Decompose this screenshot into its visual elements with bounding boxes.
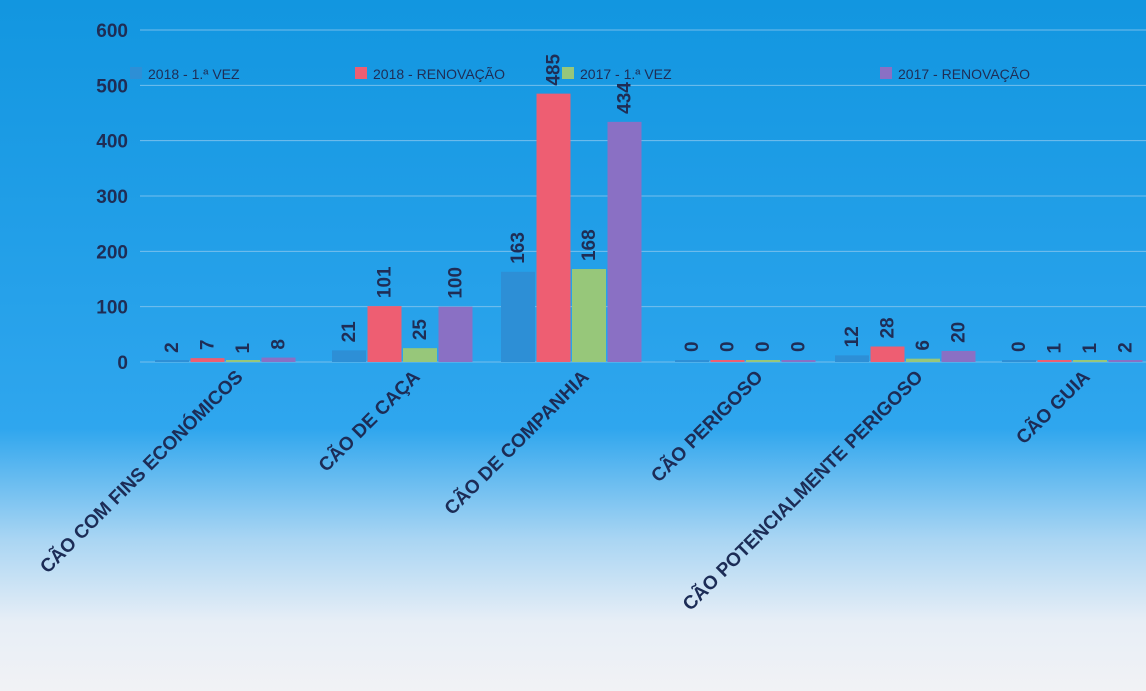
y-tick-label: 100 — [96, 298, 128, 319]
legend-label: 2017 - 1.ª VEZ — [580, 66, 672, 82]
bar — [906, 358, 940, 362]
data-label: 7 — [198, 340, 219, 351]
data-label: 1 — [1080, 342, 1101, 353]
data-label: 0 — [789, 341, 810, 352]
legend-label: 2018 - RENOVAÇÃO — [373, 66, 505, 82]
data-label: 1 — [1045, 342, 1066, 353]
data-label: 2 — [162, 342, 183, 353]
bars — [155, 93, 1143, 362]
legend-swatch — [562, 67, 574, 79]
data-label: 163 — [508, 232, 529, 264]
bar — [675, 360, 709, 362]
y-axis: 0 100 200 300 400 500 600 — [96, 21, 128, 374]
legend-swatch — [880, 67, 892, 79]
data-label: 0 — [682, 341, 703, 352]
legend: 2018 - 1.ª VEZ 2018 - RENOVAÇÃO 2017 - 1.ª… — [130, 66, 1030, 82]
data-label: 28 — [878, 317, 899, 338]
data-label: 25 — [410, 319, 431, 341]
y-tick-label: 300 — [96, 187, 128, 208]
bar — [226, 360, 260, 362]
data-label: 100 — [446, 267, 467, 299]
data-label: 6 — [913, 340, 934, 351]
bar — [941, 350, 976, 362]
data-label: 0 — [753, 341, 774, 352]
bar — [536, 93, 571, 362]
bar — [332, 350, 366, 362]
legend-swatch — [130, 67, 142, 79]
data-label: 434 — [615, 82, 636, 114]
data-label: 8 — [269, 339, 290, 350]
bar — [367, 306, 402, 362]
bar — [710, 360, 745, 362]
bar — [1037, 360, 1072, 362]
data-label: 0 — [718, 341, 739, 352]
y-tick-label: 200 — [96, 242, 128, 263]
y-tick-label: 400 — [96, 132, 128, 153]
data-label: 101 — [375, 266, 396, 298]
bar — [501, 271, 535, 362]
legend-swatch — [355, 67, 367, 79]
legend-label: 2017 - RENOVAÇÃO — [898, 66, 1030, 82]
bar — [746, 360, 780, 362]
y-tick-label: 600 — [96, 21, 128, 42]
y-tick-label: 500 — [96, 76, 128, 97]
bar — [572, 269, 606, 362]
data-label: 12 — [842, 326, 863, 347]
data-label: 1 — [233, 342, 254, 353]
data-label: 485 — [544, 53, 565, 85]
bar — [870, 346, 905, 362]
bar — [1108, 360, 1143, 362]
gridlines — [140, 29, 1146, 363]
legend-label: 2018 - 1.ª VEZ — [148, 66, 240, 82]
data-label: 0 — [1009, 341, 1030, 352]
data-label: 20 — [949, 322, 970, 343]
data-label: 168 — [579, 229, 600, 261]
bar — [190, 358, 225, 362]
bar — [155, 360, 189, 362]
bar — [835, 355, 869, 362]
bar — [781, 360, 816, 362]
bar — [1002, 360, 1036, 362]
data-label: 21 — [339, 321, 360, 343]
bar — [607, 121, 642, 362]
bar — [403, 348, 437, 362]
y-tick-label: 0 — [117, 353, 128, 374]
data-label: 2 — [1116, 342, 1137, 353]
bar — [1073, 360, 1107, 362]
bar — [438, 306, 473, 362]
bar — [261, 357, 296, 362]
